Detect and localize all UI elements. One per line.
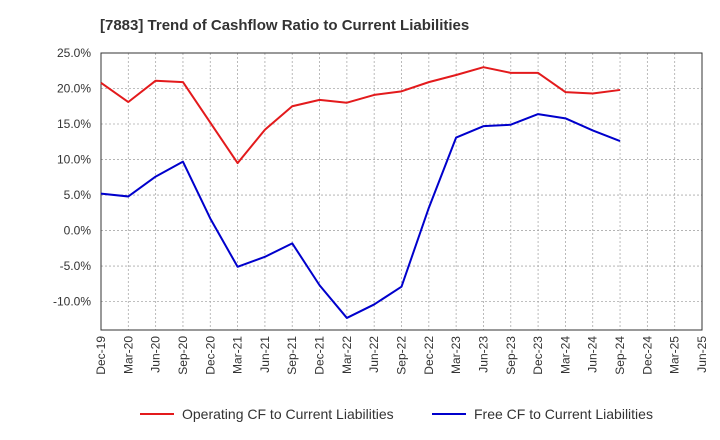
x-tick-label: Jun-22 [367,336,381,373]
x-tick-label: Dec-23 [531,336,545,375]
x-tick-label: Mar-24 [558,336,572,374]
series-line-free-cf [100,113,621,319]
x-tick-label: Dec-21 [313,336,327,375]
x-tick-label: Mar-23 [449,336,463,374]
legend-label: Operating CF to Current Liabilities [182,406,394,422]
y-tick-label: -5.0% [60,259,92,273]
x-tick-label: Sep-24 [613,336,627,375]
x-tick-label: Dec-24 [640,336,654,375]
y-tick-label: 10.0% [57,153,91,167]
x-tick-label: Dec-19 [94,336,108,375]
y-tick-label: 0.0% [64,224,92,238]
x-tick-label: Sep-23 [504,336,518,375]
x-tick-label: Jun-24 [586,336,600,373]
series-line-operating-cf [100,66,621,165]
y-tick-label: 5.0% [64,188,92,202]
x-tick-label: Mar-22 [340,336,354,374]
x-tick-label: Dec-22 [422,336,436,375]
y-tick-label: 25.0% [57,46,91,60]
series-lines [100,66,621,319]
x-tick-label: Dec-20 [203,336,217,375]
grid-lines [100,52,703,330]
legend: Operating CF to Current Liabilities Free … [140,406,653,422]
x-tick-label: Mar-25 [668,336,682,374]
x-tick-label: Jun-25 [695,336,709,373]
y-tick-label: 20.0% [57,82,91,96]
x-tick-label: Jun-20 [149,336,163,373]
x-tick-label: Sep-20 [176,336,190,375]
x-tick-label: Mar-20 [121,336,135,374]
x-tick-label: Sep-22 [395,336,409,375]
chart-title: [7883] Trend of Cashflow Ratio to Curren… [100,17,469,34]
x-tick-label: Jun-21 [258,336,272,373]
axes: 25.0% 20.0% 15.0% 10.0% 5.0% 0.0% -5.0% -10.0% D… [53,46,709,375]
x-tick-label: Mar-21 [231,336,245,374]
x-tick-label: Jun-23 [476,336,490,373]
y-tick-label: -10.0% [53,295,91,309]
plot-area-frame [100,52,703,331]
x-tick-label: Sep-21 [285,336,299,375]
legend-label: Free CF to Current Liabilities [474,406,653,422]
y-tick-label: 15.0% [57,117,91,131]
